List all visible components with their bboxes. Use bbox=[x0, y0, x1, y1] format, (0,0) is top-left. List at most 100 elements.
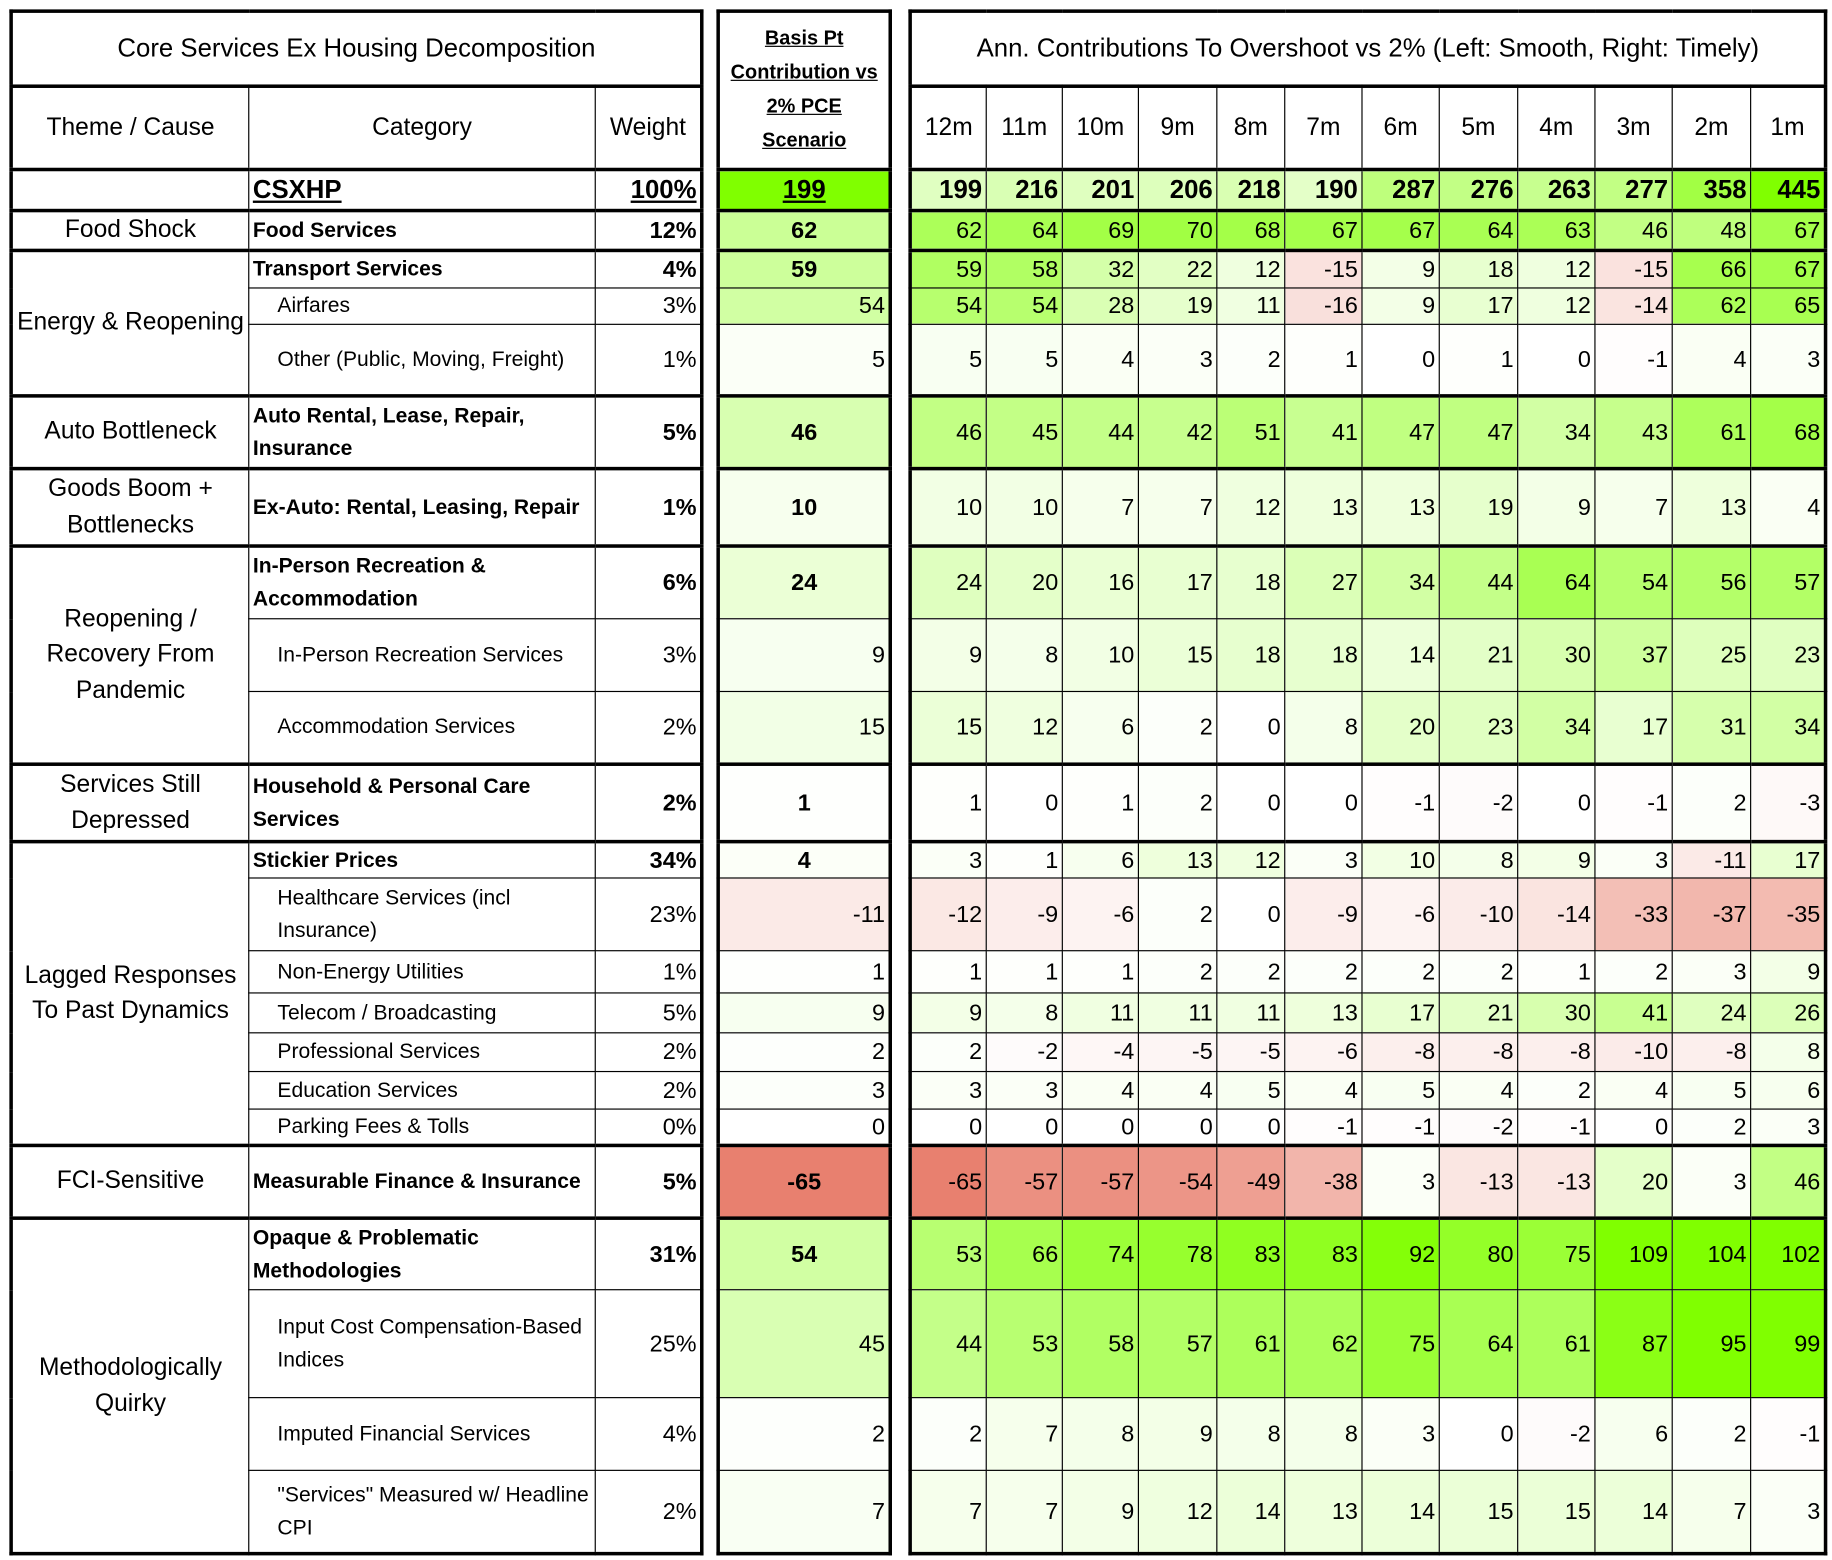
value-cell: 61 bbox=[1216, 1289, 1286, 1399]
category-table: Core Services Ex Housing Decomposition Th… bbox=[9, 9, 704, 1556]
value-cell: 7 bbox=[985, 1397, 1063, 1471]
weight-cell: 5% bbox=[594, 992, 703, 1034]
value-cell: 13 bbox=[1137, 839, 1218, 879]
value-cell: 10 bbox=[909, 466, 987, 547]
value-cell: 4 bbox=[1438, 1070, 1519, 1110]
value-cell: 99 bbox=[1750, 1289, 1827, 1399]
value-cell: 1 bbox=[909, 762, 987, 843]
value-cell: 5 bbox=[1216, 1070, 1286, 1110]
table-row: Auto Bottleneck Auto Rental, Lease, Repai… bbox=[10, 394, 703, 470]
header-period-10m: 10m bbox=[1061, 85, 1139, 172]
category-cell: Measurable Finance & Insurance bbox=[248, 1143, 596, 1219]
value-cell: 4 bbox=[1750, 466, 1827, 547]
value-cell: 57 bbox=[1137, 1289, 1218, 1399]
value-cell: 1 bbox=[1061, 950, 1139, 994]
value-cell: 25 bbox=[1671, 618, 1752, 693]
header-period-5m: 5m bbox=[1438, 85, 1519, 172]
theme-cell bbox=[10, 168, 250, 213]
value-cell: 46 bbox=[1594, 208, 1673, 252]
value-cell: -8 bbox=[1517, 1032, 1596, 1073]
value-cell: 34 bbox=[1517, 394, 1596, 470]
value-cell: 22 bbox=[1137, 248, 1218, 289]
value-cell: -9 bbox=[985, 877, 1063, 952]
value-cell: 2 bbox=[1517, 1070, 1596, 1110]
theme-cell: Lagged Responses To Past Dynamics bbox=[10, 839, 250, 1147]
value-cell: -10 bbox=[1594, 1032, 1673, 1073]
weight-cell: 3% bbox=[594, 287, 703, 325]
value-cell: 66 bbox=[1671, 248, 1752, 289]
value-cell: 20 bbox=[1361, 690, 1440, 765]
value-cell: 53 bbox=[985, 1289, 1063, 1399]
value-cell: 83 bbox=[1216, 1216, 1286, 1291]
value-cell: 59 bbox=[909, 248, 987, 289]
value-cell: 46 bbox=[1750, 1143, 1827, 1219]
value-cell: 109 bbox=[1594, 1216, 1673, 1291]
value-cell: 47 bbox=[1438, 394, 1519, 470]
value-cell: 11 bbox=[1216, 992, 1286, 1034]
value-cell: 3 bbox=[1361, 1143, 1440, 1219]
basis-cell: -11 bbox=[717, 877, 891, 952]
basis-cell: 54 bbox=[717, 1216, 891, 1291]
weight-cell: 2% bbox=[594, 1032, 703, 1073]
value-cell: 1 bbox=[985, 950, 1063, 994]
value-cell: 51 bbox=[1216, 394, 1286, 470]
value-cell: -14 bbox=[1594, 287, 1673, 325]
value-cell: -2 bbox=[1438, 1108, 1519, 1147]
value-cell: 10 bbox=[1061, 618, 1139, 693]
category-cell: "Services" Measured w/ Headline CPI bbox=[248, 1469, 596, 1555]
weight-cell: 4% bbox=[594, 1397, 703, 1471]
value-cell: 0 bbox=[1517, 323, 1596, 397]
table-title: Core Services Ex Housing Decomposition bbox=[10, 10, 703, 88]
value-cell: -5 bbox=[1216, 1032, 1286, 1073]
value-cell: 41 bbox=[1284, 394, 1363, 470]
value-cell: -2 bbox=[1438, 762, 1519, 843]
value-cell: 0 bbox=[1137, 1108, 1218, 1147]
category-cell: Transport Services bbox=[248, 248, 596, 289]
value-cell: 0 bbox=[985, 1108, 1063, 1147]
value-cell: 31 bbox=[1671, 690, 1752, 765]
value-cell: 5 bbox=[909, 323, 987, 397]
value-cell: 17 bbox=[1137, 544, 1218, 620]
value-cell: 8 bbox=[1284, 1397, 1363, 1471]
value-cell: -8 bbox=[1438, 1032, 1519, 1073]
value-cell: 8 bbox=[1284, 690, 1363, 765]
value-cell: 67 bbox=[1750, 248, 1827, 289]
header-period-8m: 8m bbox=[1216, 85, 1286, 172]
table-row: Healthcare Services (incl Insurance) 23% bbox=[11, 877, 703, 952]
basis-cell: 54 bbox=[717, 287, 891, 325]
value-cell: 3 bbox=[1671, 1143, 1752, 1219]
value-cell: 64 bbox=[1438, 1289, 1519, 1399]
table-row: Education Services 2% bbox=[11, 1070, 703, 1110]
value-cell: 23 bbox=[1438, 690, 1519, 765]
theme-cell: Services Still Depressed bbox=[10, 762, 250, 843]
basis-cell: 2 bbox=[717, 1032, 891, 1073]
value-cell: 0 bbox=[1061, 1108, 1139, 1147]
value-cell: 69 bbox=[1061, 208, 1139, 252]
header-period-11m: 11m bbox=[985, 85, 1063, 172]
basis-cell: 9 bbox=[717, 992, 891, 1034]
category-cell: Parking Fees & Tolls bbox=[248, 1108, 596, 1147]
value-cell: 12 bbox=[1216, 839, 1286, 879]
value-cell: 32 bbox=[1061, 248, 1139, 289]
value-cell: 62 bbox=[1671, 287, 1752, 325]
value-cell: 5 bbox=[985, 323, 1063, 397]
value-cell: 2 bbox=[1671, 1108, 1752, 1147]
value-cell: 2 bbox=[1671, 1397, 1752, 1471]
value-cell: -13 bbox=[1517, 1143, 1596, 1219]
value-cell: 8 bbox=[1438, 839, 1519, 879]
value-cell: 44 bbox=[1061, 394, 1139, 470]
value-cell: 12 bbox=[1517, 287, 1596, 325]
value-cell: 46 bbox=[909, 394, 987, 470]
value-cell: 2 bbox=[1137, 690, 1218, 765]
value-cell: 13 bbox=[1284, 992, 1363, 1034]
value-cell: -8 bbox=[1361, 1032, 1440, 1073]
value-cell: 34 bbox=[1517, 690, 1596, 765]
value-cell: -1 bbox=[1284, 1108, 1363, 1147]
value-cell: 24 bbox=[909, 544, 987, 620]
value-cell: 44 bbox=[1438, 544, 1519, 620]
value-cell: -65 bbox=[909, 1143, 987, 1219]
header-period-12m: 12m bbox=[909, 85, 987, 172]
value-cell: 7 bbox=[909, 1469, 987, 1555]
value-cell: 2 bbox=[1284, 950, 1363, 994]
value-cell: 20 bbox=[985, 544, 1063, 620]
